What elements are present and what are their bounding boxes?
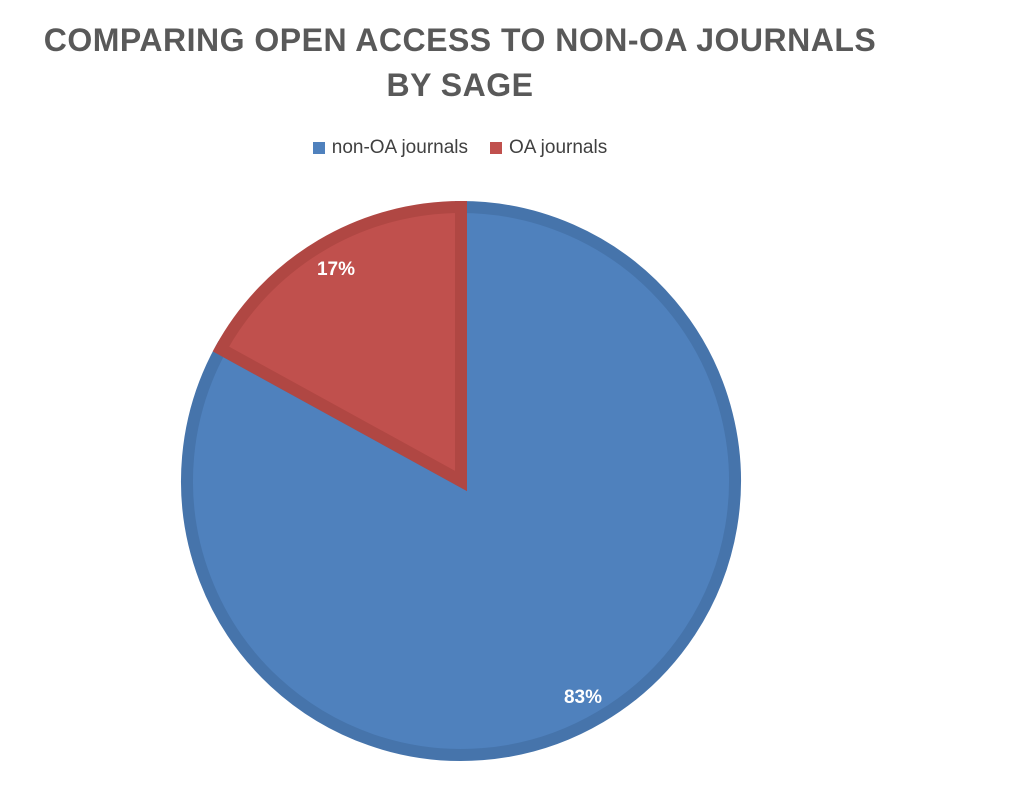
pie-slice-non-oa xyxy=(181,200,741,761)
chart-title-line-2: BY SAGE xyxy=(386,67,534,103)
pie-slice-oa xyxy=(212,200,467,492)
legend-swatch-oa xyxy=(490,142,502,154)
legend-swatch-non-oa xyxy=(312,142,325,154)
legend-item-non-oa: non-OA journals xyxy=(312,137,468,159)
slice-label-oa: 17% xyxy=(317,259,355,280)
chart-legend: non-OA journals OA journals xyxy=(0,137,920,159)
legend-label-non-oa: non-OA journals xyxy=(331,137,468,158)
chart-title: COMPARING OPEN ACCESS TO NON-OA JOURNALS… xyxy=(0,18,920,108)
slice-label-non-oa: 83% xyxy=(564,687,602,708)
chart-title-line-1: COMPARING OPEN ACCESS TO NON-OA JOURNALS xyxy=(43,22,877,58)
legend-item-oa: OA journals xyxy=(490,137,607,159)
legend-label-oa: OA journals xyxy=(509,137,608,158)
